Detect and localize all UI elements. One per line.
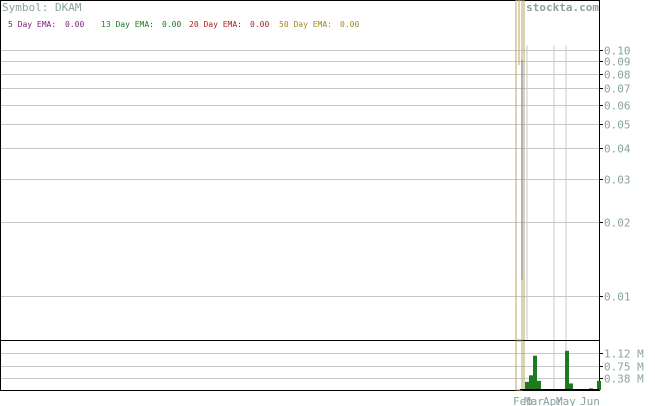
price-tick-label: 0.04	[604, 143, 631, 156]
volume-price-line	[515, 340, 525, 391]
volume-bar	[537, 380, 541, 390]
price-tick-label: 0.07	[604, 83, 631, 96]
price-tick-label: 0.06	[604, 100, 631, 113]
volume-tick-label: 0.75 M	[604, 361, 644, 374]
price-tick-label: 0.05	[604, 119, 631, 132]
price-gridlines	[1, 50, 599, 297]
legend-20day-value: 0.00	[250, 20, 269, 29]
x-tick-label: Mar	[524, 395, 544, 406]
legend-13day-label: 13 Day EMA:	[101, 20, 154, 29]
symbol-label: Symbol: DKAM	[2, 1, 82, 14]
price-tick-label: 0.01	[604, 291, 631, 304]
volume-bar	[597, 380, 601, 390]
price-tick-label: 0.03	[604, 174, 631, 187]
volume-bar	[569, 383, 573, 390]
price-tick-label: 0.09	[604, 56, 631, 69]
volume-panel: 1.12 M0.75 M0.38 M	[0, 340, 644, 391]
legend-5day-label: 5 Day EMA:	[8, 20, 56, 29]
volume-gridlines	[1, 353, 599, 379]
price-tick-label: 0.02	[604, 217, 631, 230]
legend-50day-label: 50 Day EMA:	[279, 20, 332, 29]
x-tick-label: May	[556, 395, 576, 406]
x-tick-label: Feb	[513, 395, 533, 406]
volume-axis-ticks: 1.12 M0.75 M0.38 M	[599, 348, 644, 386]
legend-50day-value: 0.00	[340, 20, 359, 29]
volume-bar	[565, 350, 569, 390]
volume-bar	[525, 381, 529, 390]
ema-legend: 5 Day EMA: 0.00 13 Day EMA: 0.00 20 Day …	[8, 20, 359, 29]
x-tick-label: Jun	[580, 395, 600, 406]
volume-panel-frame	[0, 340, 600, 391]
price-tick-label: 0.08	[604, 69, 631, 82]
volume-bar	[529, 375, 533, 390]
price-axis-ticks: 0.100.090.080.07 0.06 0.05 0.04 0.03 0.02 0.01	[599, 45, 631, 304]
x-tick-label: Apr	[543, 395, 563, 406]
volume-bar	[533, 355, 537, 390]
legend-13day-value: 0.00	[162, 20, 181, 29]
price-panel: 0.100.090.080.07 0.06 0.05 0.04 0.03 0.02 0.01	[0, 0, 631, 341]
price-tick-label: 0.10	[604, 45, 631, 58]
watermark: stockta.com	[526, 1, 599, 14]
volume-spike-outer	[515, 340, 523, 391]
price-panel-frame	[0, 0, 600, 341]
volume-bars	[520, 350, 601, 390]
legend-20day-label: 20 Day EMA:	[189, 20, 242, 29]
legend-5day-value: 0.00	[65, 20, 84, 29]
volume-tick-label: 0.38 M	[604, 373, 644, 386]
price-vertical-gridlines	[526, 45, 567, 340]
volume-tick-label: 1.12 M	[604, 348, 644, 361]
